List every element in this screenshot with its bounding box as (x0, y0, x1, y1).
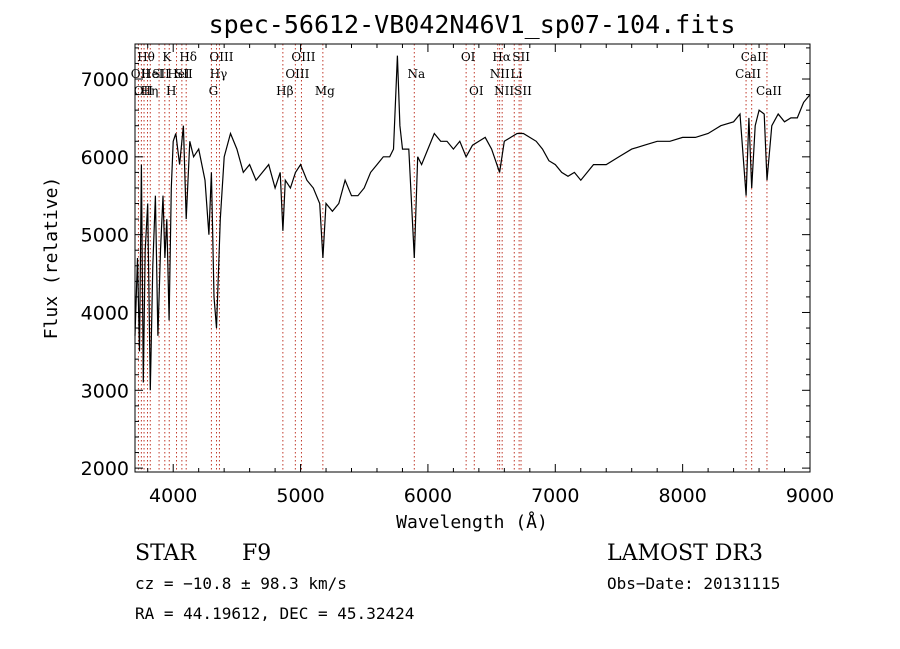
line-marker-label-14: Hβ (276, 84, 293, 98)
line-marker-label-11: G (209, 84, 219, 98)
line-marker-label-20: OI (469, 84, 484, 98)
spectrum-series-line (134, 55, 811, 391)
x-tick-label-0: 4000 (149, 485, 197, 507)
y-axis-ticks: 2000 3000 4000 5000 6000 7000 (81, 47, 810, 480)
line-marker-label-26: SII (514, 84, 532, 98)
x-axis-ticks: 4000 5000 6000 7000 8000 9000 (147, 44, 834, 507)
line-marker-label-22: Hα (492, 50, 511, 64)
observation-date: Obs−Date: 20131115 (607, 574, 780, 593)
x-tick-label-3: 7000 (531, 485, 579, 507)
y-tick-label-2: 4000 (81, 302, 129, 324)
survey-name: LAMOST DR3 (607, 541, 763, 566)
line-marker-label-28: CaII (741, 50, 767, 64)
line-marker-label-16: OIII (291, 50, 315, 64)
x-tick-label-5: 9000 (786, 485, 834, 507)
line-marker-label-23: NII (494, 84, 514, 98)
y-tick-label-1: 3000 (81, 380, 129, 402)
y-tick-label-3: 5000 (81, 225, 129, 247)
line-marker-label-10: Hδ (179, 50, 197, 64)
y-tick-label-5: 7000 (81, 69, 129, 91)
line-marker-labels: OIIOIIHθHηHeISIIKHHeISIIHδGHγOIIIHβOIIIO… (131, 50, 782, 98)
line-marker-label-7: H (166, 84, 176, 98)
object-subclass: F9 (242, 541, 271, 566)
line-marker-label-6: K (162, 50, 172, 64)
line-marker-label-18: Na (407, 67, 425, 81)
x-tick-label-4: 8000 (658, 485, 706, 507)
line-marker-label-29: CaII (756, 84, 782, 98)
line-marker-label-13: OIII (209, 50, 233, 64)
line-marker-label-25: SII (512, 50, 530, 64)
y-tick-label-0: 2000 (81, 458, 129, 480)
coordinates: RA = 44.19612, DEC = 45.32424 (135, 604, 414, 623)
line-marker-label-8: HeI (167, 67, 190, 81)
x-tick-label-1: 5000 (276, 485, 324, 507)
line-marker-label-24: Li (510, 67, 522, 81)
line-marker-label-12: Hγ (210, 67, 228, 81)
object-class: STAR (135, 541, 197, 566)
line-marker-label-3: Hη (141, 84, 159, 98)
line-marker-label-27: CaII (735, 67, 761, 81)
line-marker-label-9: SII (175, 67, 193, 81)
redshift-cz: cz = −10.8 ± 98.3 km/s (135, 574, 347, 593)
chart-title: spec-56612-VB042N46V1_sp07-104.fits (209, 10, 736, 39)
x-tick-label-2: 6000 (404, 485, 452, 507)
line-marker-label-15: OIII (285, 67, 309, 81)
line-marker-label-5: SII (152, 67, 170, 81)
line-marker-label-19: OI (461, 50, 476, 64)
plot-frame (134, 43, 811, 473)
line-marker-label-21: NII (490, 67, 510, 81)
y-tick-label-4: 6000 (81, 147, 129, 169)
y-axis-label: Flux (relative) (41, 177, 62, 340)
line-marker-label-0: OII (131, 67, 151, 81)
line-marker-label-2: Hθ (137, 50, 155, 64)
line-marker-label-4: HeI (141, 67, 164, 81)
line-marker-label-17: Mg (315, 84, 335, 98)
line-markers (137, 44, 768, 472)
x-axis-label: Wavelength (Å) (396, 511, 548, 533)
